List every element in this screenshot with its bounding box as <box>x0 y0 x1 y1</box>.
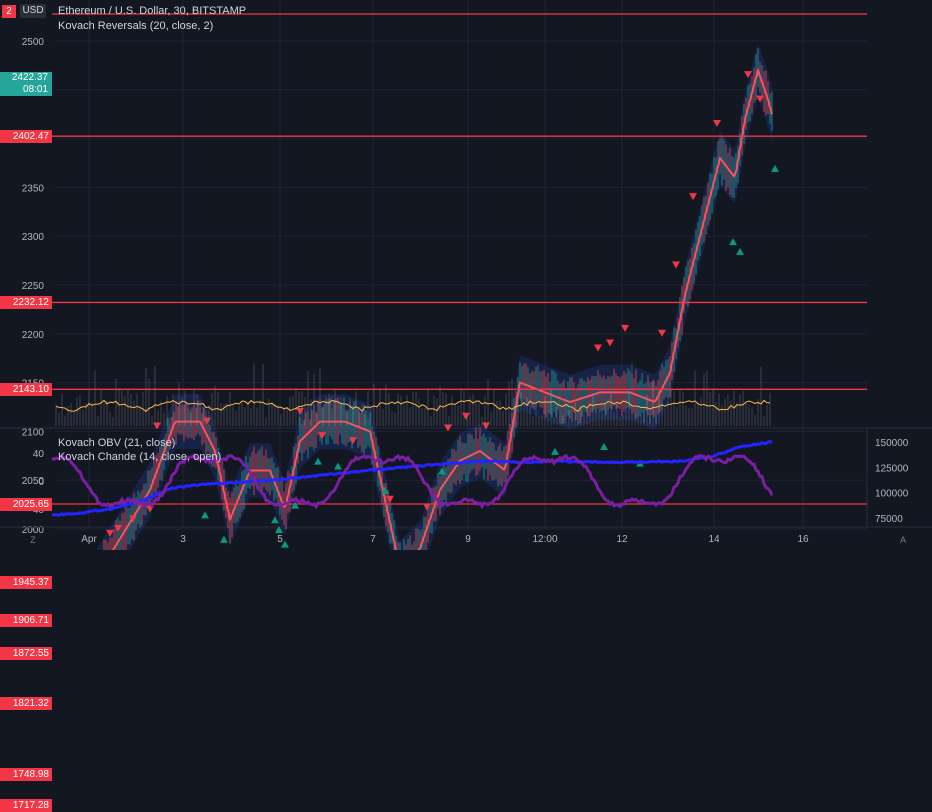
time-label: 5 <box>277 534 283 545</box>
bullish-reversal-marker <box>551 447 559 455</box>
indicator-legend-obv[interactable]: Kovach OBV (21, close) <box>58 437 176 449</box>
chande-tick: 0 <box>38 477 44 488</box>
bullish-reversal-marker <box>314 457 322 465</box>
volume-average-line <box>55 399 771 413</box>
bearish-reversal-marker <box>744 71 752 79</box>
bearish-reversal-marker <box>386 495 394 503</box>
bearish-reversal-marker <box>621 324 629 332</box>
bullish-reversal-marker <box>220 535 228 543</box>
bearish-reversal-marker <box>349 437 357 445</box>
bearish-reversal-marker <box>203 417 211 425</box>
indicator-legend-reversals[interactable]: Kovach Reversals (20, close, 2) <box>58 20 214 32</box>
bullish-reversal-marker <box>600 443 608 451</box>
bearish-reversal-marker <box>756 95 764 103</box>
price-tick: 2350 <box>22 183 45 194</box>
level-price-badge: 2025.65 <box>0 497 52 511</box>
currency-button[interactable]: USD <box>20 4 46 18</box>
bullish-reversal-marker <box>771 164 779 172</box>
bearish-reversal-marker <box>594 344 602 352</box>
bearish-reversal-marker <box>482 422 490 430</box>
auto-scale-button[interactable]: A <box>899 535 906 545</box>
chart-canvas[interactable]: 2500245024002350230022502200215021002050… <box>0 0 932 550</box>
level-price-badge: 1945.37 <box>0 576 52 590</box>
bar-countdown: 08:01 <box>22 84 48 95</box>
time-label: Apr <box>81 534 97 545</box>
bearish-reversal-marker <box>689 193 697 201</box>
obv-line <box>51 439 773 517</box>
bullish-reversal-marker <box>271 516 279 524</box>
bullish-reversal-marker <box>438 467 446 475</box>
time-label: 12:00 <box>532 534 557 545</box>
chande-line <box>51 452 774 510</box>
bearish-reversal-marker <box>462 412 470 420</box>
bullish-reversal-marker <box>291 501 299 509</box>
bullish-reversal-marker <box>334 462 342 470</box>
volatility-band <box>96 42 772 550</box>
level-price-badge: 1717.28 <box>0 798 52 812</box>
zoom-button[interactable]: Z <box>30 535 36 545</box>
level-price-badge: 2143.10 <box>0 383 52 397</box>
level-price-badge: 1748.98 <box>0 767 52 781</box>
indicator-legend-chande[interactable]: Kovach Chande (14, close, open) <box>58 451 222 463</box>
bearish-reversal-marker <box>318 432 326 440</box>
bearish-reversal-marker <box>423 503 431 511</box>
bearish-reversal-marker <box>658 329 666 337</box>
obv-tick: 125000 <box>875 463 909 474</box>
obv-tick: 150000 <box>875 438 909 449</box>
bearish-reversal-marker <box>444 424 452 432</box>
obv-tick: 75000 <box>875 514 903 525</box>
time-label: 9 <box>465 534 471 545</box>
time-label: 3 <box>180 534 186 545</box>
price-tick: 2050 <box>22 476 45 487</box>
bearish-reversal-marker <box>296 407 304 415</box>
current-price-badge: 2422.37 08:01 <box>0 72 52 96</box>
bearish-reversal-marker <box>153 422 161 430</box>
bearish-reversal-marker <box>106 529 114 537</box>
price-tick: 2300 <box>22 232 45 243</box>
time-label: 7 <box>370 534 376 545</box>
level-price-badge: 2232.12 <box>0 296 52 310</box>
chande-tick: 40 <box>33 449 45 460</box>
bearish-reversal-marker <box>129 515 137 523</box>
price-tick: 2000 <box>22 525 45 536</box>
price-tick: 2200 <box>22 330 45 341</box>
bullish-reversal-marker <box>729 238 737 246</box>
bearish-reversal-marker <box>672 261 680 269</box>
level-price-badge: 1872.55 <box>0 647 52 661</box>
symbol-title: Ethereum / U.S. Dollar, 30, BITSTAMP <box>58 5 247 17</box>
moving-average-line <box>111 66 773 550</box>
current-price-value: 2422.37 <box>11 72 48 83</box>
price-tick: 2250 <box>22 281 45 292</box>
time-label: 16 <box>797 534 809 545</box>
bearish-reversal-marker <box>114 525 122 532</box>
level-price-badge: 1821.32 <box>0 697 52 711</box>
bullish-reversal-marker <box>275 526 283 533</box>
bearish-reversal-marker <box>713 119 721 127</box>
level-price-badge: 1906.71 <box>0 614 52 628</box>
time-label: 14 <box>708 534 720 545</box>
alert-badge[interactable]: 2 <box>2 5 16 18</box>
level-price-badge: 2402.47 <box>0 130 52 144</box>
bearish-reversal-marker <box>606 339 614 347</box>
bullish-reversal-marker <box>281 540 289 548</box>
bullish-reversal-marker <box>381 486 389 494</box>
bullish-reversal-marker <box>736 247 744 255</box>
price-tick: 2500 <box>22 37 45 48</box>
bullish-reversal-marker <box>201 511 209 519</box>
price-tick: 2100 <box>22 427 45 438</box>
time-label: 12 <box>616 534 628 545</box>
obv-tick: 100000 <box>875 489 909 500</box>
